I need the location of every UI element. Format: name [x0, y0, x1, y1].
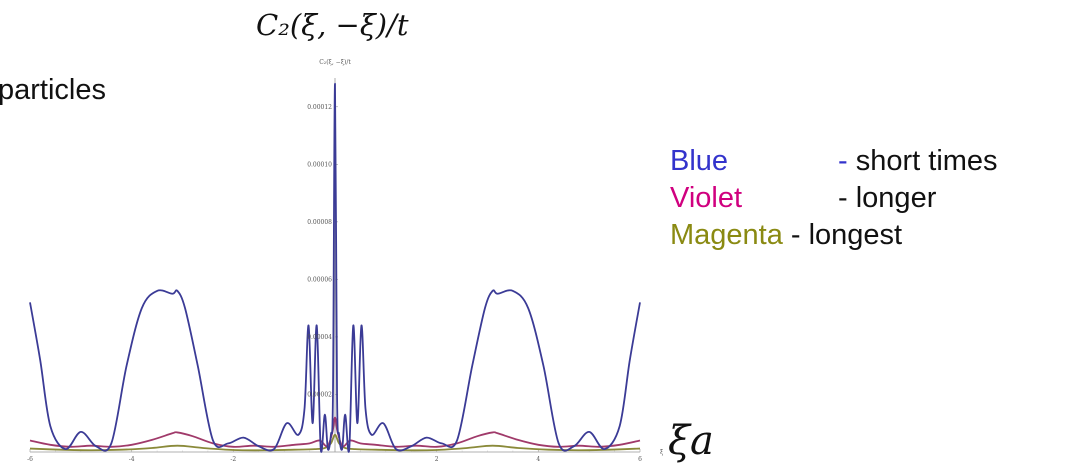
x-tick-label: 6 — [638, 456, 642, 463]
legend-separator: - — [838, 182, 848, 214]
x-axis-small-label: ξ — [660, 449, 664, 456]
legend-name: Magenta — [670, 219, 783, 251]
legend-name: Violet — [670, 182, 743, 214]
x-tick-label: 4 — [536, 456, 540, 463]
y-tick-label: 0.00002 — [307, 391, 332, 398]
legend: Blue - short times Violet - longer Magenta… — [670, 143, 998, 254]
legend-separator: - — [838, 145, 848, 177]
x-tick-label: 2 — [435, 456, 439, 463]
y-tick-label: 0.00006 — [307, 276, 332, 283]
series-line-blue — [29, 82, 641, 453]
y-tick-label: 0.00010 — [307, 161, 332, 168]
y-tick-label: 0.00012 — [307, 104, 332, 111]
partial-slide-word: particles — [0, 74, 106, 106]
legend-row-violet: Violet - longer — [670, 180, 998, 217]
legend-separator: - — [790, 219, 801, 251]
y-tick-label: 0.00004 — [307, 334, 332, 341]
legend-desc: longer — [855, 182, 937, 214]
y-tick-label: 0.00008 — [307, 219, 332, 226]
y-axis-small-label: C₂(ξ, −ξ)/t — [319, 59, 351, 66]
chart-title: C₂(ξ, −ξ)/t — [256, 8, 409, 42]
chart-series — [29, 82, 641, 453]
x-axis-symbol: ξa — [668, 418, 714, 464]
legend-desc: longest — [808, 219, 903, 251]
legend-name: Blue — [670, 145, 729, 177]
legend-row-blue: Blue - short times — [670, 143, 998, 180]
legend-row-magenta: Magenta - longest — [670, 217, 998, 254]
x-tick-label: -6 — [27, 456, 33, 463]
x-tick-label: -4 — [129, 456, 135, 463]
series-line-violet — [29, 416, 641, 448]
chart-tick-labels: -6 -4 -2 2 4 6 0.00002 0.00004 0.00006 0.00008 0.0… — [27, 59, 664, 463]
x-tick-label: -2 — [230, 456, 236, 463]
series-line-magenta — [29, 433, 641, 452]
legend-desc: short times — [855, 145, 998, 177]
